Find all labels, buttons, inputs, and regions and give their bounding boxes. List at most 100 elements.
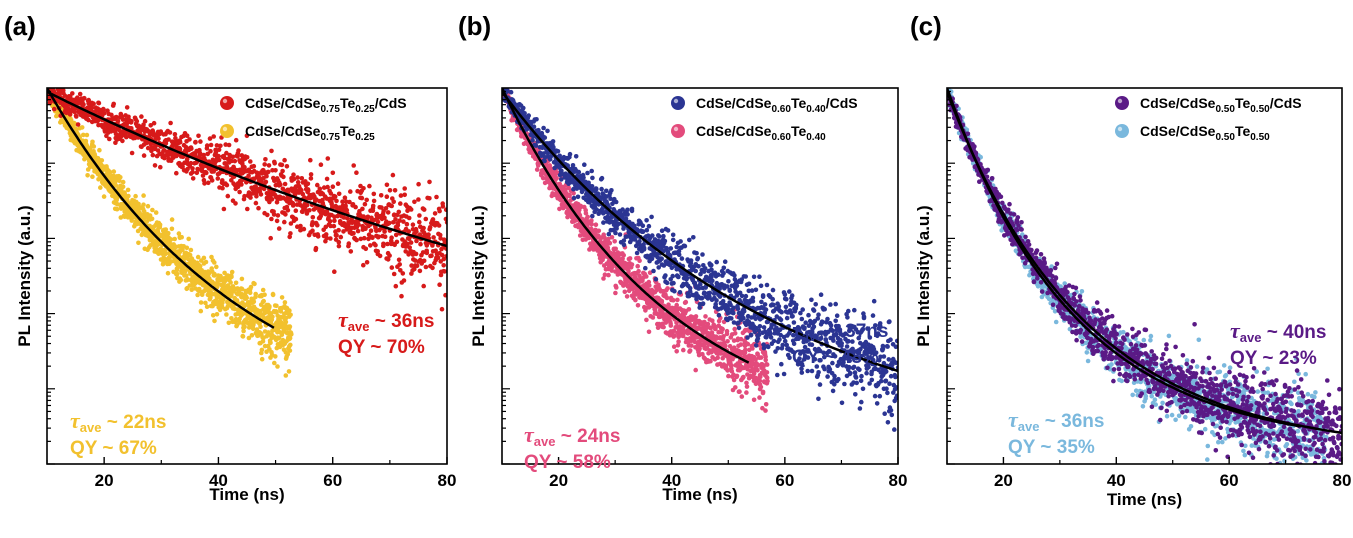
data-point (656, 265, 661, 270)
data-point (731, 377, 737, 383)
data-point (686, 307, 692, 312)
data-point (169, 226, 175, 232)
data-point (229, 158, 234, 164)
data-point (613, 290, 618, 296)
data-point (414, 263, 420, 269)
data-point (334, 232, 339, 238)
fit-line (47, 90, 447, 248)
data-point (118, 175, 123, 180)
y-axis-label: PL Intensity (a.u.) (15, 205, 34, 346)
data-point (763, 408, 768, 413)
data-point (251, 299, 257, 305)
data-point (229, 316, 234, 321)
data-point (288, 312, 293, 318)
data-point (283, 212, 288, 217)
data-point (233, 137, 239, 143)
data-point (378, 193, 384, 198)
data-point (204, 170, 209, 176)
data-point (571, 186, 576, 192)
data-point (526, 113, 531, 118)
data-point (573, 154, 579, 159)
data-point (275, 364, 280, 369)
data-point (613, 199, 619, 205)
data-point (414, 229, 419, 234)
data-point (344, 207, 350, 213)
data-point (155, 148, 161, 153)
data-point (180, 247, 185, 253)
data-point (687, 285, 693, 291)
data-point (629, 206, 635, 212)
data-point (244, 295, 249, 301)
data-point (680, 333, 686, 339)
data-point (214, 264, 219, 270)
data-point (659, 228, 665, 233)
data-point (429, 253, 434, 258)
data-point (576, 169, 582, 175)
data-point (253, 294, 258, 300)
data-point (379, 205, 384, 210)
data-point (315, 234, 321, 239)
data-point (276, 226, 282, 231)
data-point (674, 302, 679, 308)
data-point (343, 203, 348, 209)
data-point (659, 256, 664, 262)
data-point (601, 276, 606, 281)
data-point (629, 262, 635, 267)
data-point (551, 144, 556, 150)
data-point (664, 295, 670, 301)
data-point (744, 384, 750, 389)
data-point (97, 147, 102, 153)
data-point (220, 185, 225, 191)
data-point (643, 265, 648, 271)
data-point (51, 106, 57, 112)
data-point (354, 237, 359, 243)
data-point (328, 236, 333, 241)
data-point (416, 181, 421, 187)
data-point (273, 168, 278, 173)
data-point (652, 307, 658, 313)
data-point (141, 202, 146, 207)
data-point (172, 132, 178, 137)
data-point (594, 186, 599, 192)
data-point (282, 181, 288, 187)
data-point (609, 188, 614, 193)
data-point (86, 97, 91, 103)
data-point (729, 368, 735, 374)
data-point (593, 222, 599, 227)
data-point (291, 172, 296, 177)
data-point (129, 118, 134, 124)
data-point (251, 163, 257, 169)
data-point (389, 203, 395, 209)
data-point (224, 182, 230, 188)
data-point (222, 155, 227, 161)
data-point (248, 284, 254, 290)
data-point (640, 229, 646, 235)
data-point (607, 240, 613, 246)
data-point (81, 132, 86, 138)
data-point (407, 245, 413, 250)
data-point (567, 192, 572, 198)
data-point (122, 191, 128, 197)
data-point (246, 335, 252, 341)
data-point (583, 210, 589, 216)
data-point (664, 245, 669, 251)
data-point (344, 227, 350, 232)
data-point (331, 223, 337, 229)
data-point (393, 232, 399, 238)
data-point (644, 274, 649, 279)
data-point (364, 197, 370, 203)
data-point (284, 164, 290, 169)
data-point (179, 234, 184, 240)
data-point (141, 122, 146, 127)
data-point (383, 206, 389, 211)
data-point (253, 200, 259, 206)
data-point (376, 234, 381, 239)
data-point (332, 194, 338, 199)
data-point (153, 210, 159, 215)
data-point (697, 346, 702, 352)
data-point (385, 257, 391, 262)
data-point (708, 325, 713, 331)
data-point (136, 240, 141, 246)
data-point (85, 173, 90, 178)
data-point (558, 197, 564, 203)
